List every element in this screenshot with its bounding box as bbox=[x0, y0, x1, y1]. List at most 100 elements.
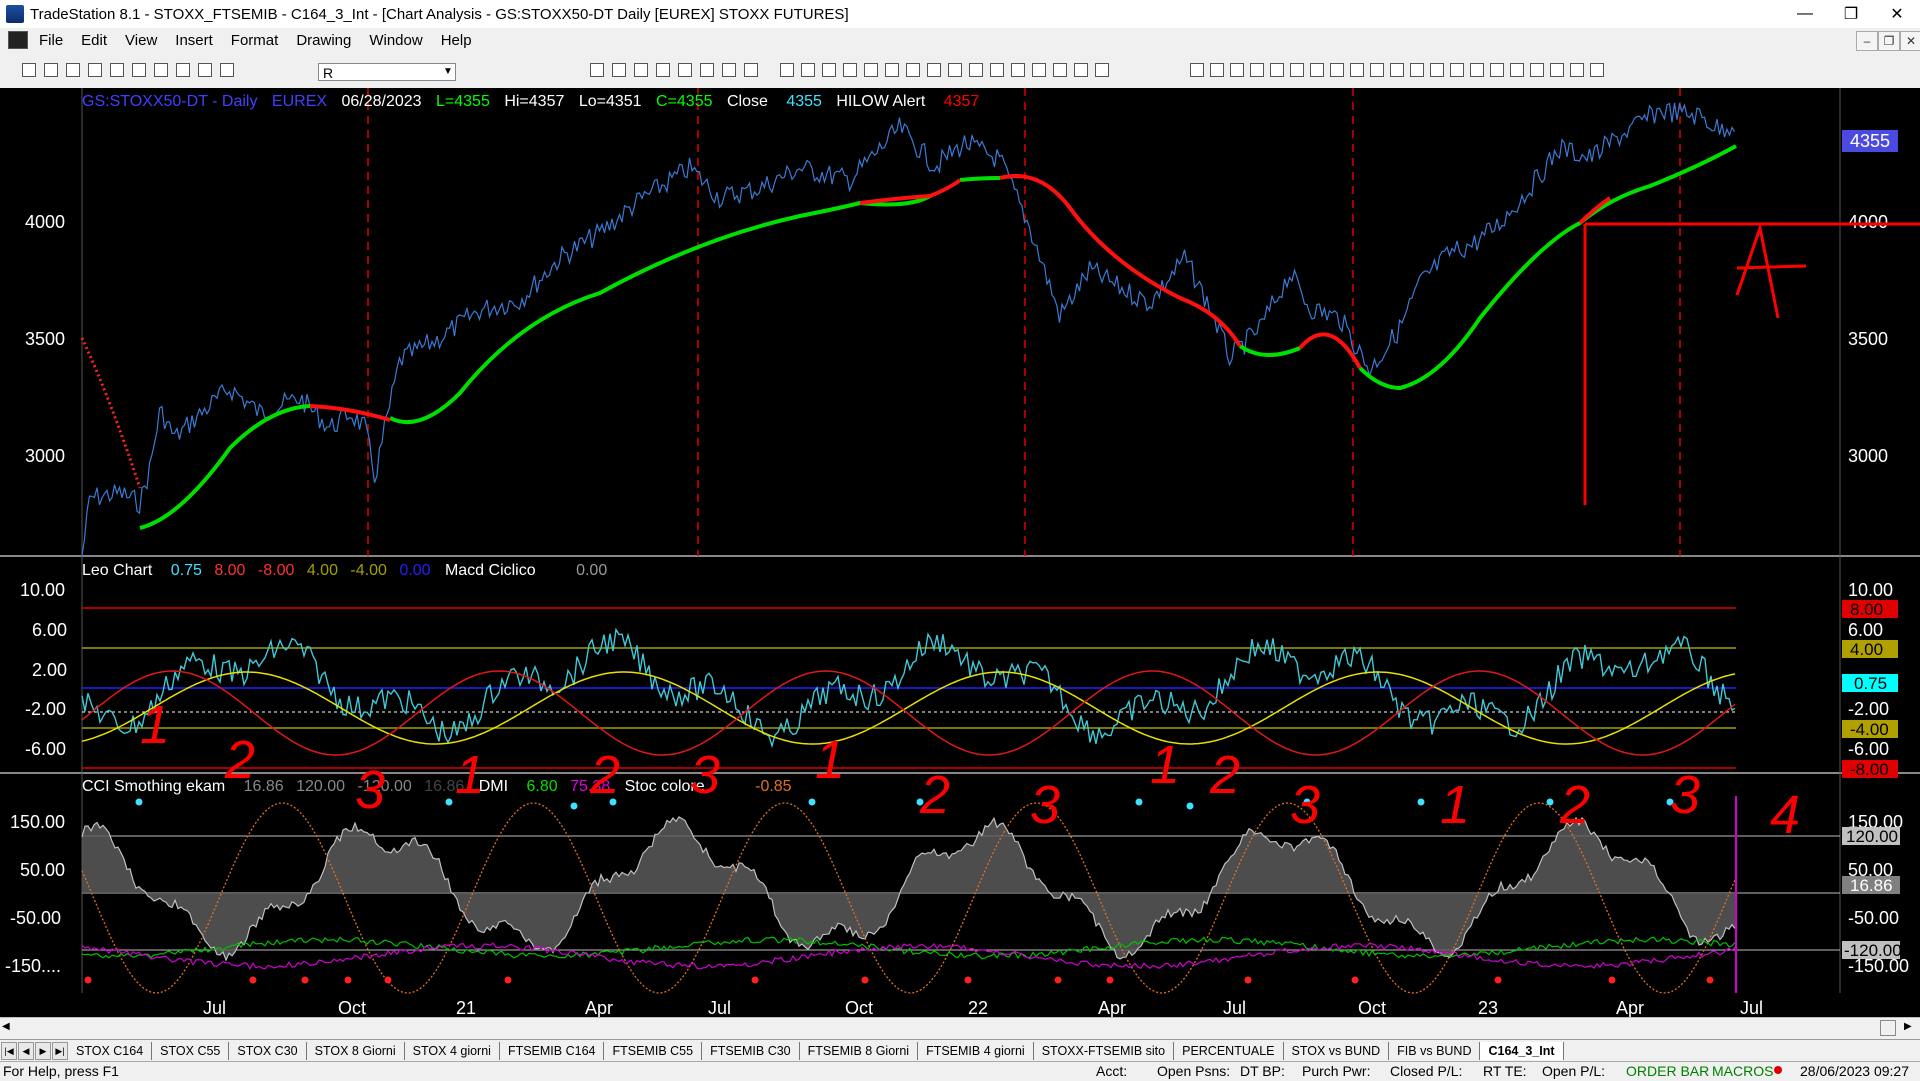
toolbar-button-icon[interactable] bbox=[864, 63, 878, 77]
mdi-close-button[interactable]: ✕ bbox=[1900, 31, 1920, 51]
toolbar-button-icon[interactable] bbox=[612, 63, 626, 77]
toolbar-button-icon[interactable] bbox=[1290, 63, 1304, 77]
scroll-left-icon[interactable]: ◀ bbox=[2, 1021, 10, 1032]
workspace-tab[interactable]: C164_3_Int bbox=[1480, 1042, 1564, 1060]
tab-prev-icon[interactable]: ◀ bbox=[18, 1042, 34, 1060]
workspace-tab[interactable]: PERCENTUALE bbox=[1174, 1042, 1284, 1060]
mdi-minimize-button[interactable]: – bbox=[1856, 31, 1878, 51]
workspace-tab[interactable]: STOX 4 giorni bbox=[405, 1042, 500, 1060]
toolbar-button-icon[interactable] bbox=[1074, 63, 1088, 77]
toolbar-button-icon[interactable] bbox=[1095, 63, 1109, 77]
toolbar-button-icon[interactable] bbox=[1510, 63, 1524, 77]
workspace-tab[interactable]: FTSEMIB C30 bbox=[702, 1042, 800, 1060]
order-bar-indicator[interactable]: ORDER BAR bbox=[1626, 1063, 1710, 1079]
toolbar-button-icon[interactable] bbox=[1530, 63, 1544, 77]
menu-help[interactable]: Help bbox=[440, 31, 472, 49]
toolbar-button-icon[interactable] bbox=[1490, 63, 1504, 77]
workspace-tab[interactable]: STOX C55 bbox=[152, 1042, 230, 1060]
toolbar-button-icon[interactable] bbox=[1310, 63, 1324, 77]
toolbar-button-icon[interactable] bbox=[948, 63, 962, 77]
toolbar-button-icon[interactable] bbox=[1330, 63, 1344, 77]
toolbar-button-icon[interactable] bbox=[1430, 63, 1444, 77]
toolbar-button-icon[interactable] bbox=[744, 63, 758, 77]
toolbar-button-icon[interactable] bbox=[132, 63, 146, 77]
workspace-tab[interactable]: STOXX-FTSEMIB sito bbox=[1034, 1042, 1175, 1060]
toolbar-button-icon[interactable] bbox=[1350, 63, 1364, 77]
chart-area[interactable]: GS:STOXX50-DT - Daily EUREX 06/28/2023 L… bbox=[0, 88, 1920, 1023]
toolbar-button-icon[interactable] bbox=[1590, 63, 1604, 77]
tab-next-icon[interactable]: ▶ bbox=[35, 1042, 51, 1060]
toolbar-button-icon[interactable] bbox=[1053, 63, 1067, 77]
mdi-restore-button[interactable]: ❐ bbox=[1878, 31, 1900, 51]
workspace-tab[interactable]: FTSEMIB 4 giorni bbox=[918, 1042, 1034, 1060]
toolbar-button-icon[interactable] bbox=[220, 63, 234, 77]
toolbar-button-icon[interactable] bbox=[198, 63, 212, 77]
toolbar-button-icon[interactable] bbox=[590, 63, 604, 77]
toolbar-button-icon[interactable] bbox=[1570, 63, 1584, 77]
toolbar-button-icon[interactable] bbox=[822, 63, 836, 77]
toolbar-button-icon[interactable] bbox=[885, 63, 899, 77]
toolbar-button-icon[interactable] bbox=[656, 63, 670, 77]
workspace-tab[interactable]: STOX C30 bbox=[229, 1042, 307, 1060]
toolbar-button-icon[interactable] bbox=[1450, 63, 1464, 77]
macros-indicator[interactable]: MACROS bbox=[1712, 1063, 1774, 1079]
menu-view[interactable]: View bbox=[125, 31, 158, 49]
workspace-tab[interactable]: FTSEMIB C164 bbox=[500, 1042, 605, 1060]
toolbar-button-icon[interactable] bbox=[110, 63, 124, 77]
toolbar-button-icon[interactable] bbox=[1470, 63, 1484, 77]
toolbar-button-icon[interactable] bbox=[969, 63, 983, 77]
minimize-button[interactable]: — bbox=[1797, 5, 1813, 22]
tab-first-icon[interactable]: |◀ bbox=[1, 1042, 17, 1060]
svg-text:-2.00: -2.00 bbox=[1848, 699, 1889, 719]
toolbar-button-icon[interactable] bbox=[1370, 63, 1384, 77]
toolbar-button-icon[interactable] bbox=[1011, 63, 1025, 77]
toolbar-button-icon[interactable] bbox=[801, 63, 815, 77]
toolbar-button-icon[interactable] bbox=[1250, 63, 1264, 77]
toolbar-button-icon[interactable] bbox=[1210, 63, 1224, 77]
toolbar-button-icon[interactable] bbox=[843, 63, 857, 77]
workspace-tab[interactable]: FTSEMIB C55 bbox=[604, 1042, 703, 1060]
workspace-tab[interactable]: STOX 8 Giorni bbox=[307, 1042, 405, 1060]
chart-svg[interactable]: GS:STOXX50-DT - Daily EUREX 06/28/2023 L… bbox=[0, 88, 1920, 1023]
tab-last-icon[interactable]: ▶| bbox=[52, 1042, 68, 1060]
workspace-tab[interactable]: FIB vs BUND bbox=[1389, 1042, 1481, 1060]
scroll-thumb[interactable] bbox=[1880, 1020, 1896, 1036]
chart-window-icon[interactable] bbox=[8, 31, 28, 49]
toolbar-button-icon[interactable] bbox=[176, 63, 190, 77]
toolbar-button-icon[interactable] bbox=[22, 63, 36, 77]
toolbar-button-icon[interactable] bbox=[927, 63, 941, 77]
toolbar-button-icon[interactable] bbox=[678, 63, 692, 77]
workspace-tab[interactable]: STOX C164 bbox=[68, 1042, 153, 1060]
menu-edit[interactable]: Edit bbox=[81, 31, 108, 49]
toolbar-button-icon[interactable] bbox=[1230, 63, 1244, 77]
toolbar-button-icon[interactable] bbox=[1270, 63, 1284, 77]
toolbar-button-icon[interactable] bbox=[88, 63, 102, 77]
menu-window[interactable]: Window bbox=[369, 31, 423, 49]
toolbar-button-icon[interactable] bbox=[44, 63, 58, 77]
close-button[interactable]: ✕ bbox=[1890, 6, 1904, 23]
toolbar-button-icon[interactable] bbox=[1190, 63, 1204, 77]
toolbar-button-icon[interactable] bbox=[154, 63, 168, 77]
toolbar-button-icon[interactable] bbox=[1390, 63, 1404, 77]
chevron-down-icon[interactable]: ▼ bbox=[443, 66, 453, 77]
horizontal-scrollbar[interactable]: ◀ ▶ bbox=[0, 1017, 1920, 1040]
symbol-input[interactable]: R bbox=[318, 63, 456, 81]
menu-insert[interactable]: Insert bbox=[175, 31, 213, 49]
menu-format[interactable]: Format bbox=[230, 31, 279, 49]
toolbar-button-icon[interactable] bbox=[780, 63, 794, 77]
workspace-tab[interactable]: FTSEMIB 8 Giorni bbox=[800, 1042, 919, 1060]
toolbar-button-icon[interactable] bbox=[66, 63, 80, 77]
toolbar-button-icon[interactable] bbox=[990, 63, 1004, 77]
menu-file[interactable]: File bbox=[39, 31, 64, 49]
scroll-right-icon[interactable]: ▶ bbox=[1904, 1021, 1912, 1032]
restore-button[interactable]: ❐ bbox=[1843, 6, 1859, 23]
toolbar-button-icon[interactable] bbox=[722, 63, 736, 77]
toolbar-button-icon[interactable] bbox=[1410, 63, 1424, 77]
workspace-tab[interactable]: STOX vs BUND bbox=[1284, 1042, 1390, 1060]
toolbar-button-icon[interactable] bbox=[906, 63, 920, 77]
toolbar-button-icon[interactable] bbox=[1550, 63, 1564, 77]
toolbar-button-icon[interactable] bbox=[1032, 63, 1046, 77]
toolbar-button-icon[interactable] bbox=[700, 63, 714, 77]
menu-drawing[interactable]: Drawing bbox=[296, 31, 352, 49]
toolbar-button-icon[interactable] bbox=[634, 63, 648, 77]
